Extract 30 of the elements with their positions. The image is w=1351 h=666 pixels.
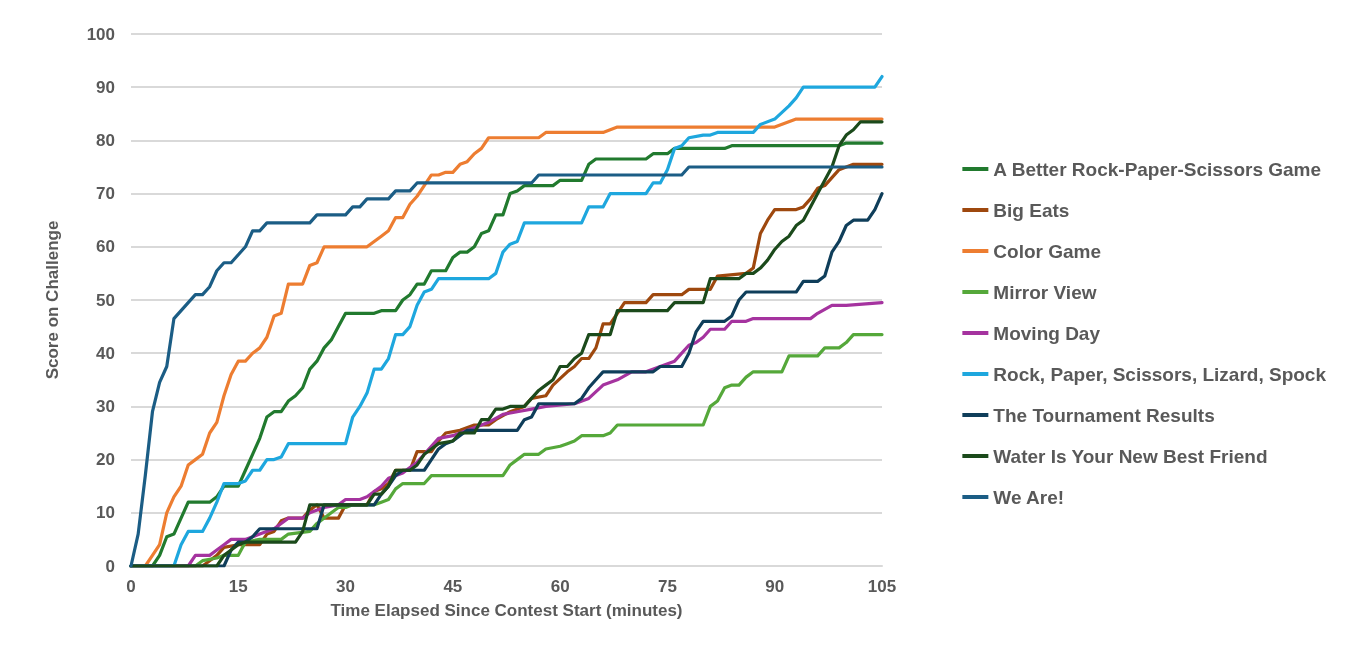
y-tick-label: 100: [86, 24, 115, 44]
x-tick-label: 45: [443, 577, 463, 596]
y-tick-label: 60: [96, 237, 115, 257]
y-tick-label: 20: [96, 450, 115, 470]
x-axis-title: Time Elapsed Since Contest Start (minutes): [330, 601, 683, 620]
legend-label: Water Is Your New Best Friend: [993, 445, 1268, 467]
x-tick-label: 75: [657, 577, 677, 596]
legend-label: Color Game: [993, 240, 1102, 262]
y-axis-title: Score on Challenge: [43, 220, 62, 380]
x-tick-label: 15: [228, 577, 248, 596]
y-tick-label: 40: [96, 343, 115, 363]
x-tick-label: 60: [550, 577, 570, 596]
legend-label: Moving Day: [993, 322, 1101, 344]
legend-label: Mirror View: [993, 281, 1097, 303]
x-tick-label: 30: [336, 577, 356, 596]
y-tick-label: 0: [105, 556, 115, 576]
x-tick-label: 0: [126, 577, 136, 596]
y-tick-label: 30: [96, 396, 115, 416]
legend-label: We Are!: [993, 486, 1065, 508]
x-tick-label: 105: [867, 577, 897, 596]
legend-label: The Tournament Results: [993, 404, 1215, 426]
y-tick-label: 10: [96, 503, 115, 523]
legend-label: Big Eats: [993, 199, 1070, 221]
y-tick-label: 70: [96, 184, 115, 204]
y-tick-label: 50: [96, 290, 115, 310]
y-tick-label: 80: [96, 130, 115, 150]
x-tick-label: 90: [765, 577, 785, 596]
legend-label: Rock, Paper, Scissors, Lizard, Spock: [993, 363, 1327, 385]
legend-label: A Better Rock-Paper-Scissors Game: [993, 158, 1322, 180]
y-tick-label: 90: [96, 77, 115, 97]
